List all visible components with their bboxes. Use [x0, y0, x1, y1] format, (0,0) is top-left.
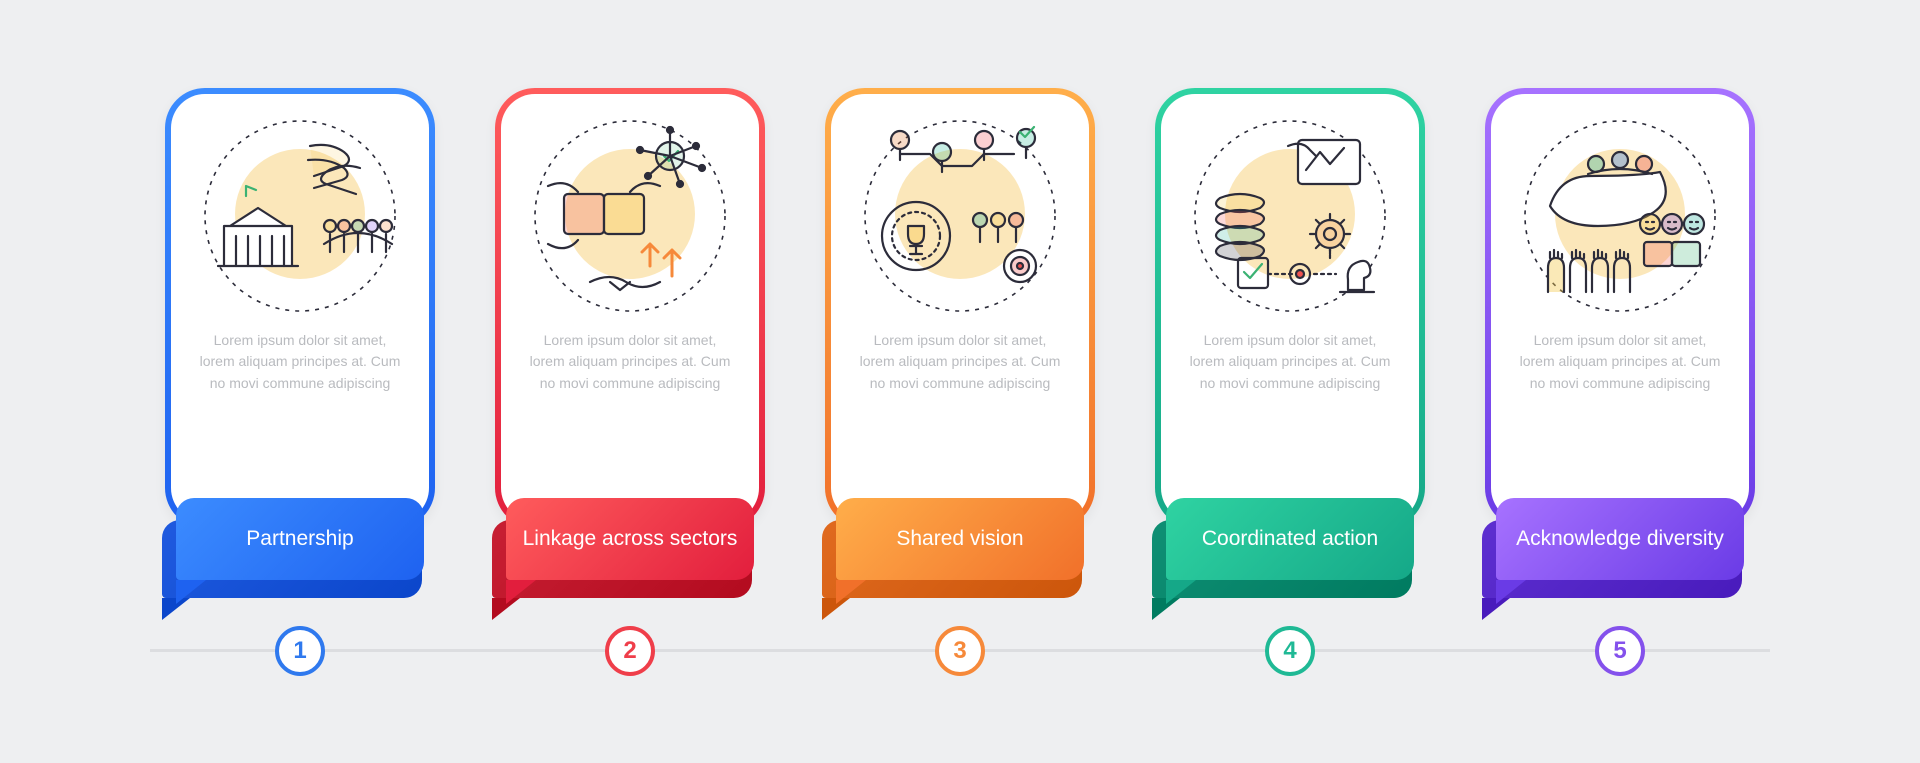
bubble-label: Coordinated action [1166, 498, 1414, 580]
step-1: Lorem ipsum dolor sit amet, lorem aliqua… [165, 88, 435, 676]
card-outer: Lorem ipsum dolor sit amet, lorem aliqua… [495, 88, 765, 528]
bubble-label: Shared vision [836, 498, 1084, 580]
card-inner: Lorem ipsum dolor sit amet, lorem aliqua… [171, 94, 429, 522]
bubble-label: Partnership [176, 498, 424, 580]
diversity-icon [1510, 116, 1730, 316]
card-description: Lorem ipsum dolor sit amet, lorem aliqua… [851, 330, 1069, 395]
step-number: 1 [275, 626, 325, 676]
step-number: 3 [935, 626, 985, 676]
card-description: Lorem ipsum dolor sit amet, lorem aliqua… [521, 330, 739, 395]
step-3: Lorem ipsum dolor sit amet, lorem aliqua… [825, 88, 1095, 676]
label-bubble: Coordinated action [1166, 498, 1414, 580]
label-bubble: Linkage across sectors [506, 498, 754, 580]
step-number: 5 [1595, 626, 1645, 676]
card-description: Lorem ipsum dolor sit amet, lorem aliqua… [191, 330, 409, 395]
label-bubble: Shared vision [836, 498, 1084, 580]
bubble-label: Linkage across sectors [506, 498, 754, 580]
card-outer: Lorem ipsum dolor sit amet, lorem aliqua… [165, 88, 435, 528]
step-5: Lorem ipsum dolor sit amet, lorem aliqua… [1485, 88, 1755, 676]
card-inner: Lorem ipsum dolor sit amet, lorem aliqua… [1491, 94, 1749, 522]
label-bubble: Partnership [176, 498, 424, 580]
card-outer: Lorem ipsum dolor sit amet, lorem aliqua… [1485, 88, 1755, 528]
bubble-label: Acknowledge diversity [1496, 498, 1744, 580]
card-description: Lorem ipsum dolor sit amet, lorem aliqua… [1511, 330, 1729, 395]
infographic-root: Lorem ipsum dolor sit amet, lorem aliqua… [165, 88, 1755, 676]
card-inner: Lorem ipsum dolor sit amet, lorem aliqua… [501, 94, 759, 522]
card-inner: Lorem ipsum dolor sit amet, lorem aliqua… [1161, 94, 1419, 522]
step-number: 2 [605, 626, 655, 676]
card-description: Lorem ipsum dolor sit amet, lorem aliqua… [1181, 330, 1399, 395]
card-outer: Lorem ipsum dolor sit amet, lorem aliqua… [1155, 88, 1425, 528]
coordinated-icon [1180, 116, 1400, 316]
partnership-icon [190, 116, 410, 316]
step-2: Lorem ipsum dolor sit amet, lorem aliqua… [495, 88, 765, 676]
vision-icon [850, 116, 1070, 316]
card-outer: Lorem ipsum dolor sit amet, lorem aliqua… [825, 88, 1095, 528]
step-4: Lorem ipsum dolor sit amet, lorem aliqua… [1155, 88, 1425, 676]
label-bubble: Acknowledge diversity [1496, 498, 1744, 580]
step-number: 4 [1265, 626, 1315, 676]
card-inner: Lorem ipsum dolor sit amet, lorem aliqua… [831, 94, 1089, 522]
cards-row: Lorem ipsum dolor sit amet, lorem aliqua… [165, 88, 1755, 676]
linkage-icon [520, 116, 740, 316]
